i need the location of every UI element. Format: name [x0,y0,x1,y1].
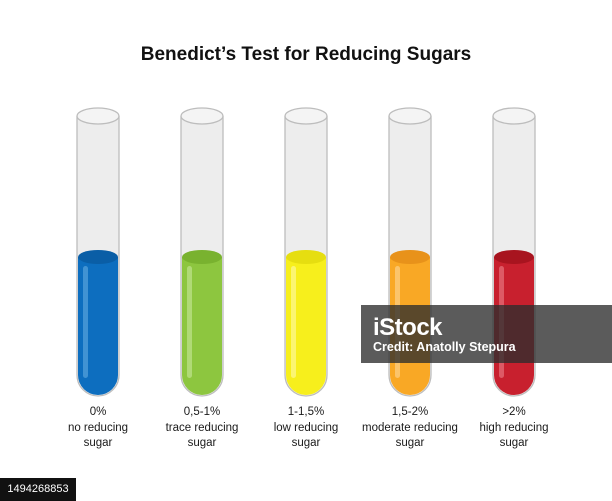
concentration-label: 1-1,5% [287,406,325,418]
liquid-highlight [83,266,88,378]
diagram-title: Benedict’s Test for Reducing Sugars [140,44,472,65]
concentration-label: 0,5-1% [183,406,221,418]
tube-4-caption: 1,5-2% moderate reducing sugar [345,405,475,452]
test-tube-2 [180,107,224,397]
caption-line: sugar [187,437,217,449]
caption-line: low reducing [273,421,339,434]
liquid-surface [78,250,118,264]
tube-rim [284,107,328,125]
liquid-surface [182,250,222,264]
tube-5-caption: >2% high reducing sugar [449,405,579,452]
watermark-credit: Credit: Anatolly Stepura [373,340,516,354]
caption-line: high reducing [479,421,549,434]
watermark-logo: iStock [373,314,443,341]
caption-line: sugar [499,437,529,449]
caption-line: sugar [83,437,113,449]
tube-1-caption: 0% no reducing sugar [33,405,163,452]
stock-id-label: 1494268853 [0,478,76,501]
concentration-label: 0% [89,406,107,418]
liquid-highlight [187,266,192,378]
concentration-label: >2% [502,406,526,418]
caption-line: trace reducing [165,421,239,434]
watermark-banner: iStock Credit: Anatolly Stepura [361,305,612,363]
concentration-label: 1,5-2% [391,406,429,418]
liquid-surface [494,250,534,264]
liquid-surface [286,250,326,264]
caption-line: no reducing [67,421,129,434]
caption-line: moderate reducing [362,421,458,434]
tube-2-caption: 0,5-1% trace reducing sugar [137,405,267,452]
tube-rim [180,107,224,125]
caption-line: sugar [395,437,425,449]
liquid-surface [390,250,430,264]
tube-rim [388,107,432,125]
liquid-highlight [291,266,296,378]
caption-line: sugar [291,437,321,449]
test-tube-3 [284,107,328,397]
test-tube-1 [76,107,120,397]
tube-3-caption: 1-1,5% low reducing sugar [241,405,371,452]
tube-rim [76,107,120,125]
tube-rim [492,107,536,125]
